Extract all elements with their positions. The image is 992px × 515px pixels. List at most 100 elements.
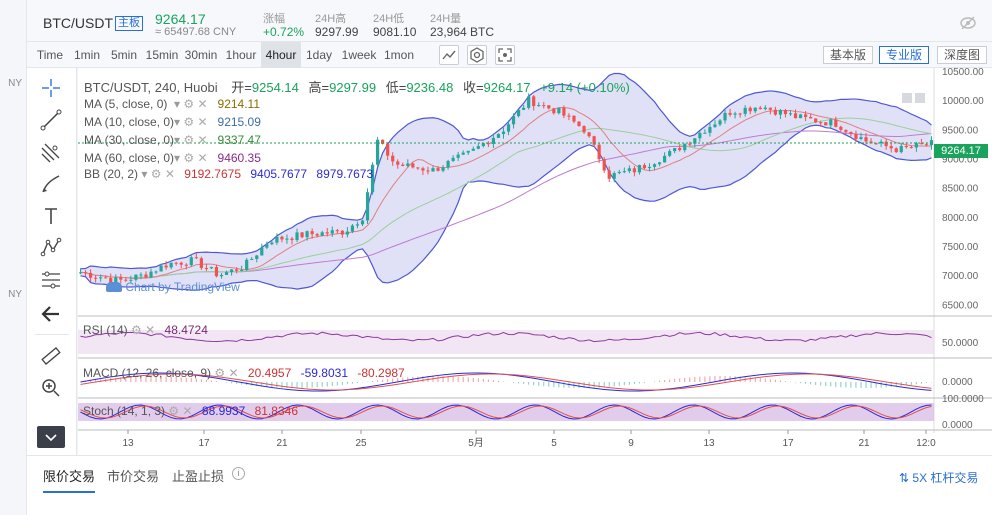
view-button-2[interactable]: 深度图 <box>937 46 988 64</box>
settings-icon[interactable]: ⚙ <box>150 167 162 181</box>
pair-name[interactable]: BTC/USDT <box>43 15 113 31</box>
tab-stop[interactable]: 止盈止损 <box>172 469 225 484</box>
timeframe-1day[interactable]: 1day <box>305 48 333 62</box>
timeframe-1week[interactable]: 1week <box>341 48 377 62</box>
stat-label: 24H量 <box>430 13 462 25</box>
info-icon[interactable]: i <box>232 467 245 480</box>
x-tick-label: 25 <box>355 438 367 449</box>
crosshair-icon[interactable] <box>39 76 63 100</box>
watermark-text: Chart by TradingView <box>125 280 240 294</box>
fullscreen-button[interactable] <box>495 45 515 65</box>
candle-body <box>728 112 732 115</box>
candle-body <box>854 133 858 139</box>
price-chart[interactable]: 10500.00 10000.00 9500.00 9000.00 8500.00 800… <box>78 67 992 455</box>
candle-body <box>496 134 501 138</box>
settings-icon[interactable]: ⚙ ✕ <box>183 97 208 111</box>
stat-value: +0.72% <box>263 25 305 39</box>
price-tick-label: 9000.00 <box>942 154 979 165</box>
settings-icon[interactable]: ⚙ ✕ <box>131 323 156 337</box>
fib-icon[interactable] <box>39 140 63 164</box>
change-value: +9.14 (+0.10%) <box>540 80 630 95</box>
chevron-down-icon[interactable]: ▾ <box>174 97 184 111</box>
leverage-link[interactable]: ⇅ 5X 杠杆交易 <box>899 469 978 486</box>
chart-type-button[interactable] <box>439 45 459 65</box>
timeframe-1mon[interactable]: 1mon <box>383 48 415 62</box>
candle-body <box>542 105 546 107</box>
back-arrow-icon[interactable] <box>39 302 63 326</box>
close-label: 收= <box>462 80 484 95</box>
timeframe-time[interactable]: Time <box>36 48 64 62</box>
settings-icon[interactable]: ⚙ ✕ <box>183 115 208 129</box>
candle-body <box>899 145 903 153</box>
candle-body <box>370 164 375 193</box>
stat-label: 24H高 <box>315 13 347 25</box>
candle-body <box>154 271 158 273</box>
candle-body <box>547 105 551 109</box>
ruler-icon[interactable] <box>39 344 63 368</box>
candle-body <box>446 160 450 168</box>
chart-canvas[interactable]: 10500.00 10000.00 9500.00 9000.00 8500.00 800… <box>78 67 992 455</box>
board-tag: 主板 <box>115 16 143 31</box>
brush-icon[interactable] <box>39 172 63 196</box>
candle-body <box>381 139 385 144</box>
candle-body <box>602 159 606 171</box>
chevron-down-icon[interactable]: ▾ <box>141 167 148 181</box>
settings-icon[interactable]: ⚙ ✕ <box>214 366 239 380</box>
hide-icon[interactable] <box>959 14 977 32</box>
chevron-down-icon[interactable]: ▾ <box>174 133 184 147</box>
candle-body <box>88 272 93 278</box>
pane-up-icon[interactable] <box>902 93 912 103</box>
ma-value: 9460.35 <box>217 151 261 165</box>
candle-body <box>859 137 863 139</box>
text-icon[interactable] <box>39 204 63 228</box>
candle-body <box>688 143 692 145</box>
timeframe-5min[interactable]: 5min <box>110 48 137 62</box>
candle-body <box>255 255 259 259</box>
candle-body <box>663 155 667 163</box>
x-tick-label: 9 <box>628 438 634 449</box>
candle-body <box>476 146 480 149</box>
timeframe-1min[interactable]: 1min <box>73 48 100 62</box>
candle-body <box>864 137 868 142</box>
chevron-down-icon[interactable]: ▾ <box>174 115 184 129</box>
timeframe-1hour[interactable]: 1hour <box>225 48 257 62</box>
settings-icon[interactable]: ⚙ ✕ <box>183 151 208 165</box>
candle-body <box>788 113 793 115</box>
timeframe-4hour[interactable]: 4hour <box>261 42 301 68</box>
ma-value: 9337.47 <box>217 133 261 147</box>
candle-body <box>164 265 168 268</box>
candle-body <box>406 163 410 166</box>
more-tools-button[interactable] <box>37 426 65 448</box>
settings-icon[interactable]: ⚙ ✕ <box>183 133 208 147</box>
stoch-label: Stoch (14, 1, 3) <box>83 404 166 418</box>
view-button-0[interactable]: 基本版 <box>823 46 874 64</box>
pane-controls[interactable] <box>902 90 926 103</box>
settings-icon[interactable]: ⚙ ✕ <box>168 404 193 418</box>
x-tick-label: 17 <box>198 438 210 449</box>
pane-down-icon[interactable] <box>915 93 925 103</box>
candle-body <box>522 107 526 110</box>
candle-body <box>627 168 631 172</box>
view-button-1[interactable]: 专业版 <box>879 46 930 64</box>
candle-body <box>270 242 274 245</box>
pattern-icon[interactable] <box>39 236 63 260</box>
candle-body <box>355 224 360 226</box>
prediction-icon[interactable] <box>39 268 63 292</box>
sidebar-divider <box>35 334 69 335</box>
close-icon[interactable]: ✕ <box>164 167 175 181</box>
candle-body <box>809 116 813 119</box>
indicators-button[interactable] <box>467 45 487 65</box>
candle-body <box>179 262 183 265</box>
candle-body <box>693 138 697 144</box>
price-tick-label: 6500.00 <box>942 300 979 311</box>
tab-limit[interactable]: 限价交易 <box>43 466 96 493</box>
candle-body <box>149 271 153 278</box>
trendline-icon[interactable] <box>39 108 63 132</box>
leverage-icon: ⇅ <box>899 471 913 485</box>
timeframe-30min[interactable]: 30min <box>184 48 218 62</box>
stat-label: 涨幅 <box>263 13 285 25</box>
tab-market[interactable]: 市价交易 <box>107 469 160 484</box>
zoom-icon[interactable] <box>39 376 63 400</box>
timeframe-15min[interactable]: 15min <box>145 48 179 62</box>
chevron-down-icon[interactable]: ▾ <box>174 151 184 165</box>
